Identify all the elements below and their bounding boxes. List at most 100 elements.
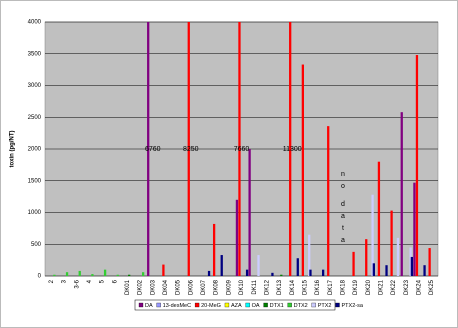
annotation: 8250 bbox=[183, 146, 199, 153]
y-tick-label: 4000 bbox=[28, 20, 42, 26]
no-data-note: t bbox=[342, 225, 344, 232]
bar bbox=[103, 269, 107, 276]
x-tick-label: DK23 bbox=[404, 279, 410, 295]
bar bbox=[65, 272, 69, 276]
bar bbox=[301, 64, 304, 276]
x-tick-label: DK22 bbox=[391, 279, 397, 295]
bar bbox=[410, 256, 414, 276]
bar bbox=[365, 239, 368, 276]
x-tick-label: DK02 bbox=[138, 279, 144, 295]
bar bbox=[207, 270, 211, 276]
bars bbox=[53, 22, 431, 276]
bar bbox=[409, 247, 412, 276]
x-tick-label: 3-6 bbox=[74, 279, 80, 288]
x-tick-label: DK06 bbox=[188, 279, 194, 295]
bar bbox=[423, 265, 426, 276]
legend-swatch bbox=[245, 302, 250, 308]
bar bbox=[396, 237, 400, 276]
y-tick-label: 1500 bbox=[28, 178, 42, 184]
legend-label: 13-desMeC bbox=[163, 303, 191, 309]
x-tick-label: DK01 bbox=[125, 279, 131, 295]
x-tick-label: DK07 bbox=[201, 279, 207, 295]
bar bbox=[390, 210, 393, 276]
bar bbox=[91, 274, 94, 276]
legend-box bbox=[134, 299, 336, 311]
x-tick-label: DK08 bbox=[214, 279, 220, 295]
legend-label: DA bbox=[145, 303, 153, 309]
bar bbox=[147, 22, 150, 276]
x-tick-label: DK10 bbox=[239, 279, 245, 295]
x-tick-label: DK17 bbox=[328, 279, 334, 295]
bar bbox=[413, 182, 416, 276]
bar bbox=[371, 194, 374, 276]
x-tick-label: DK15 bbox=[302, 279, 308, 295]
bar bbox=[141, 272, 145, 276]
bar bbox=[309, 269, 312, 276]
bar bbox=[78, 270, 81, 276]
legend-label: PTX2-sa bbox=[342, 303, 364, 309]
x-tick-label: DK13 bbox=[277, 279, 283, 295]
x-tick-label: DK20 bbox=[366, 279, 372, 295]
x-tick-label: 4 bbox=[87, 279, 93, 283]
y-tick-label: 0 bbox=[38, 274, 42, 280]
x-tick-label: DK05 bbox=[176, 279, 182, 295]
bar bbox=[289, 22, 292, 276]
y-tick-label: 3500 bbox=[28, 51, 42, 57]
bar bbox=[308, 234, 311, 276]
bar bbox=[235, 199, 239, 276]
no-data-note: a bbox=[341, 237, 345, 244]
bar bbox=[116, 274, 119, 276]
bar bbox=[257, 255, 260, 276]
bar bbox=[271, 272, 274, 276]
legend-swatch bbox=[287, 302, 292, 308]
bar bbox=[280, 274, 283, 276]
bar bbox=[385, 265, 388, 276]
annotation: 6760 bbox=[145, 146, 161, 153]
bar bbox=[327, 126, 330, 276]
legend-swatch bbox=[335, 302, 340, 308]
y-axis-title: toxin (pg/NT) bbox=[10, 131, 16, 168]
bar bbox=[187, 22, 190, 276]
bar bbox=[212, 223, 216, 276]
bar bbox=[415, 55, 419, 276]
x-tick-label: DK25 bbox=[429, 279, 435, 295]
y-tick-label: 500 bbox=[31, 242, 42, 248]
legend-swatch bbox=[194, 302, 200, 308]
x-tick-label: 2 bbox=[49, 279, 55, 283]
y-tick-label: 3000 bbox=[28, 83, 42, 89]
legend-swatch bbox=[224, 302, 230, 308]
legend-label: DTX1 bbox=[270, 303, 284, 309]
no-data-note: d bbox=[341, 201, 345, 208]
legend-label: PTX2 bbox=[318, 303, 332, 309]
bar bbox=[322, 269, 325, 276]
no-data-note: a bbox=[341, 213, 345, 220]
bar bbox=[162, 264, 165, 276]
x-tick-label: DK03 bbox=[150, 279, 156, 295]
bar bbox=[400, 112, 403, 276]
x-tick-label: DK21 bbox=[379, 279, 385, 295]
x-tick-label: 6 bbox=[112, 279, 118, 283]
x-tick-label: 3 bbox=[62, 279, 68, 283]
annotation: 11300 bbox=[283, 146, 302, 153]
x-tick-label: DK19 bbox=[353, 279, 359, 295]
bar bbox=[220, 255, 223, 276]
bar bbox=[238, 22, 241, 276]
bar bbox=[248, 149, 251, 276]
x-tick-label: DK09 bbox=[226, 279, 232, 295]
bar bbox=[352, 251, 355, 276]
legend-swatch bbox=[263, 302, 268, 308]
x-tick-label: DK12 bbox=[264, 279, 270, 295]
y-tick-label: 2500 bbox=[28, 115, 42, 121]
y-tick-label: 1000 bbox=[28, 210, 42, 216]
legend-label: AZA bbox=[231, 303, 242, 309]
x-tick-label: DK11 bbox=[252, 279, 258, 294]
bar bbox=[128, 274, 131, 276]
legend-label: OA bbox=[252, 303, 260, 309]
bar bbox=[377, 161, 381, 276]
x-tick-label: DK14 bbox=[290, 279, 296, 295]
bar bbox=[245, 269, 249, 276]
legend-swatch bbox=[138, 302, 144, 308]
legend-swatch bbox=[311, 302, 316, 308]
bar bbox=[428, 248, 431, 276]
